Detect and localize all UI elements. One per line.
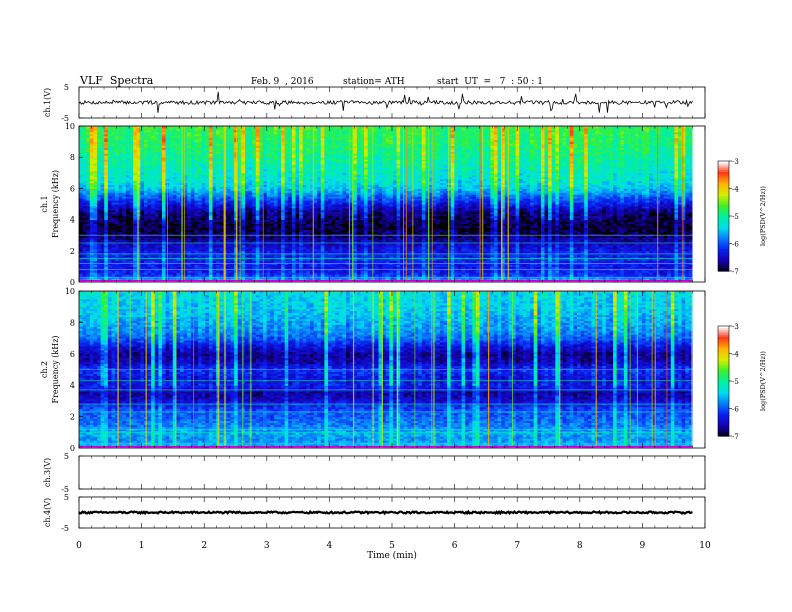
y-tick-label: 5 (64, 83, 69, 92)
vlf-figure: 5-5ch.1(V)-3-4-5-6-7log(PSD(V^2/Hz))0246… (0, 0, 792, 612)
waveform-trace (79, 92, 693, 113)
y-axis-label: ch.1(V) (43, 88, 52, 117)
